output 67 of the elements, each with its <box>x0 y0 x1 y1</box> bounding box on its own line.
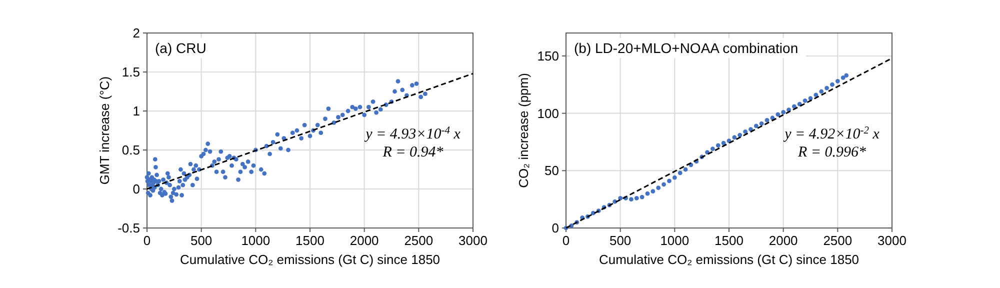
x-tick-label: 2500 <box>404 233 434 248</box>
annotation: y = 4.93×10$^{-4}$ x <box>364 125 461 142</box>
annotation: y = 4.92×10$^{-2}$ x <box>782 125 880 142</box>
x-tick-label: 0 <box>562 233 570 248</box>
point <box>738 132 742 138</box>
point <box>824 86 829 90</box>
x-axis-title: Cumulative CO₂ emissions (Gt C) since 1850 <box>180 252 440 267</box>
annotation: R = 0.996* <box>796 144 867 160</box>
y-tick-label: 1 <box>132 104 140 118</box>
point <box>776 112 780 117</box>
y-tick-label: -0.5 <box>118 220 140 236</box>
point <box>629 197 634 202</box>
point <box>640 194 644 200</box>
x-tick-label: 2000 <box>350 233 379 248</box>
point <box>781 110 786 114</box>
point <box>656 186 661 190</box>
y-tick-label: 0 <box>132 182 140 196</box>
point <box>634 196 639 200</box>
point <box>716 143 720 148</box>
point <box>650 189 656 194</box>
point <box>743 129 748 134</box>
y-tick-label: 1.5 <box>122 64 140 80</box>
y-tick-label: 100 <box>537 106 559 121</box>
point <box>683 167 688 172</box>
y-tick-label: 50 <box>544 163 559 178</box>
point <box>840 76 846 80</box>
point <box>678 170 682 176</box>
point <box>618 196 623 200</box>
x-tick-label: 1000 <box>241 233 270 248</box>
y-tick-label: 0 <box>552 220 559 236</box>
x-tick-label: 500 <box>190 233 212 248</box>
x-tick-label: 1500 <box>714 233 744 248</box>
x-tick-label: 1500 <box>296 233 324 248</box>
point <box>667 178 672 184</box>
point <box>705 150 710 154</box>
point <box>645 191 650 196</box>
x-tick-label: 2500 <box>823 233 852 248</box>
text: (b) LD-20+MLO+NOAA combination <box>574 40 798 56</box>
x-tick-label: 2000 <box>768 233 798 248</box>
y-tick-label: 150 <box>537 48 559 64</box>
point <box>732 135 737 140</box>
point <box>814 92 818 98</box>
y-tick-label: 2 <box>132 26 140 40</box>
point <box>710 146 715 152</box>
point <box>819 89 824 94</box>
point <box>721 140 726 146</box>
y-axis-title: CO₂ increase (ppm) <box>516 73 531 188</box>
y-axis-title: GMT increase (°C) <box>97 76 112 185</box>
point <box>662 182 666 187</box>
point <box>835 78 840 84</box>
point <box>672 175 677 180</box>
point <box>754 124 758 128</box>
point <box>802 98 808 103</box>
point <box>830 82 834 87</box>
point <box>792 104 796 109</box>
point <box>759 121 764 126</box>
x-tick-label: 1000 <box>660 233 690 248</box>
x-tick-label: 500 <box>609 233 632 248</box>
point <box>844 73 849 78</box>
x-tick-label: 3000 <box>878 233 906 248</box>
y-tick-label: 0.5 <box>122 142 140 158</box>
annotation: R = 0.94* <box>382 144 444 160</box>
point <box>764 118 770 122</box>
x-axis-title: Cumulative CO₂ emissions (Gt C) since 1850 <box>598 252 860 267</box>
text: (a) CRU <box>155 40 206 56</box>
x-tick-label: 0 <box>143 233 151 248</box>
x-tick-label: 3000 <box>458 233 488 248</box>
